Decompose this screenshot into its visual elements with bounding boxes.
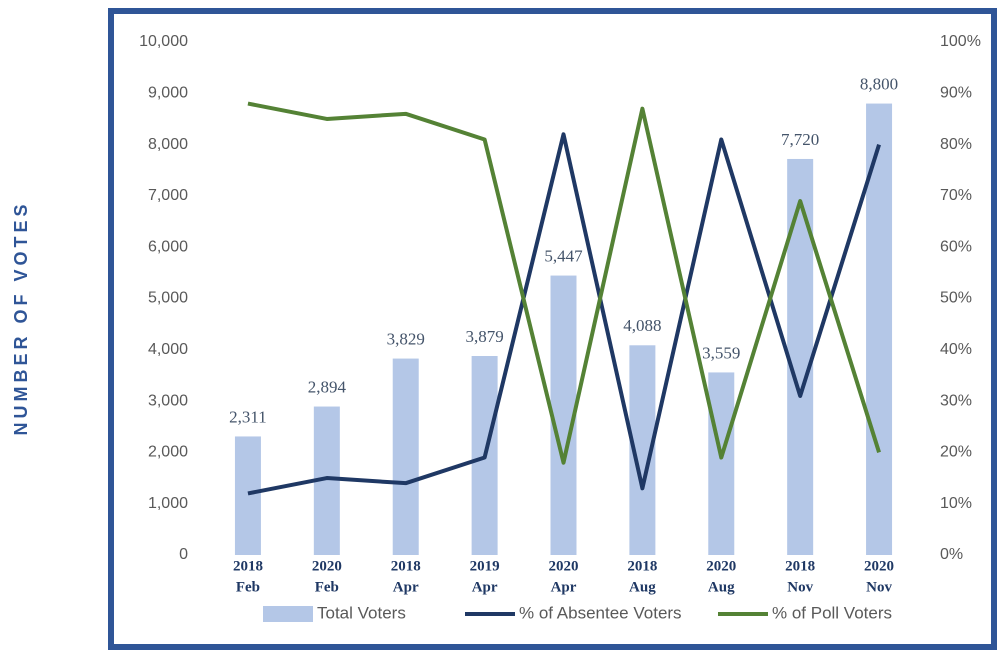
bar (234, 436, 261, 555)
x-tick-label: 2018 (233, 558, 263, 574)
data-label: 3,559 (702, 343, 740, 362)
legend-label: Total Voters (317, 603, 406, 622)
x-tick-label: Feb (236, 579, 260, 595)
x-tick-label: 2020 (864, 558, 894, 574)
x-tick-label: Aug (708, 579, 735, 595)
data-label: 7,720 (781, 130, 819, 149)
y-tick-label: 8,000 (148, 136, 188, 153)
y-tick-label: 5,000 (148, 290, 188, 307)
y2-tick-label: 60% (940, 238, 972, 255)
x-tick-label: 2020 (549, 558, 579, 574)
y-tick-label: 1,000 (148, 495, 188, 512)
data-label: 8,800 (860, 74, 898, 93)
y2-tick-label: 50% (940, 290, 972, 307)
data-label: 2,894 (308, 377, 347, 396)
y-tick-label: 3,000 (148, 392, 188, 409)
x-tick-label: Nov (866, 579, 892, 595)
x-tick-label: Feb (315, 579, 339, 595)
x-tick-label: Apr (472, 579, 498, 595)
bar (392, 358, 419, 555)
data-label: 5,447 (544, 246, 583, 265)
legend-swatch (263, 606, 313, 622)
y-tick-label: 10,000 (139, 33, 188, 50)
y2-tick-label: 40% (940, 341, 972, 358)
y2-tick-label: 90% (940, 85, 972, 102)
line (247, 101, 881, 465)
x-tick-label: 2020 (706, 558, 736, 574)
x-tick-label: Apr (551, 579, 577, 595)
y2-tick-label: 100% (940, 33, 981, 50)
y-tick-label: 6,000 (148, 238, 188, 255)
y-tick-label: 0 (179, 546, 188, 563)
y2-tick-label: 30% (940, 392, 972, 409)
y2-tick-label: 80% (940, 136, 972, 153)
y2-tick-label: 10% (940, 495, 972, 512)
y-tick-label: 9,000 (148, 85, 188, 102)
y2-tick-label: 70% (940, 187, 972, 204)
x-tick-label: 2019 (470, 558, 500, 574)
x-tick-label: 2020 (312, 558, 342, 574)
y-tick-label: 4,000 (148, 341, 188, 358)
y2-tick-label: 20% (940, 444, 972, 461)
y-axis-label: NUMBER OF VOTES (11, 200, 31, 435)
y2-tick-label: 0% (940, 546, 963, 563)
legend-label: % of Poll Voters (772, 603, 892, 622)
data-label: 3,829 (387, 329, 425, 348)
bar (708, 372, 735, 555)
x-tick-label: Apr (393, 579, 419, 595)
y-tick-label: 7,000 (148, 187, 188, 204)
x-tick-label: Aug (629, 579, 656, 595)
line (247, 132, 881, 496)
x-tick-label: Nov (787, 579, 813, 595)
bar (787, 158, 814, 556)
x-tick-label: 2018 (391, 558, 421, 574)
data-label: 3,879 (465, 327, 503, 346)
y-tick-label: 2,000 (148, 444, 188, 461)
data-label: 4,088 (623, 316, 661, 335)
data-label: 2,311 (229, 407, 267, 426)
x-tick-label: 2018 (627, 558, 657, 574)
x-tick-label: 2018 (785, 558, 815, 574)
legend-label: % of Absentee Voters (519, 603, 682, 622)
